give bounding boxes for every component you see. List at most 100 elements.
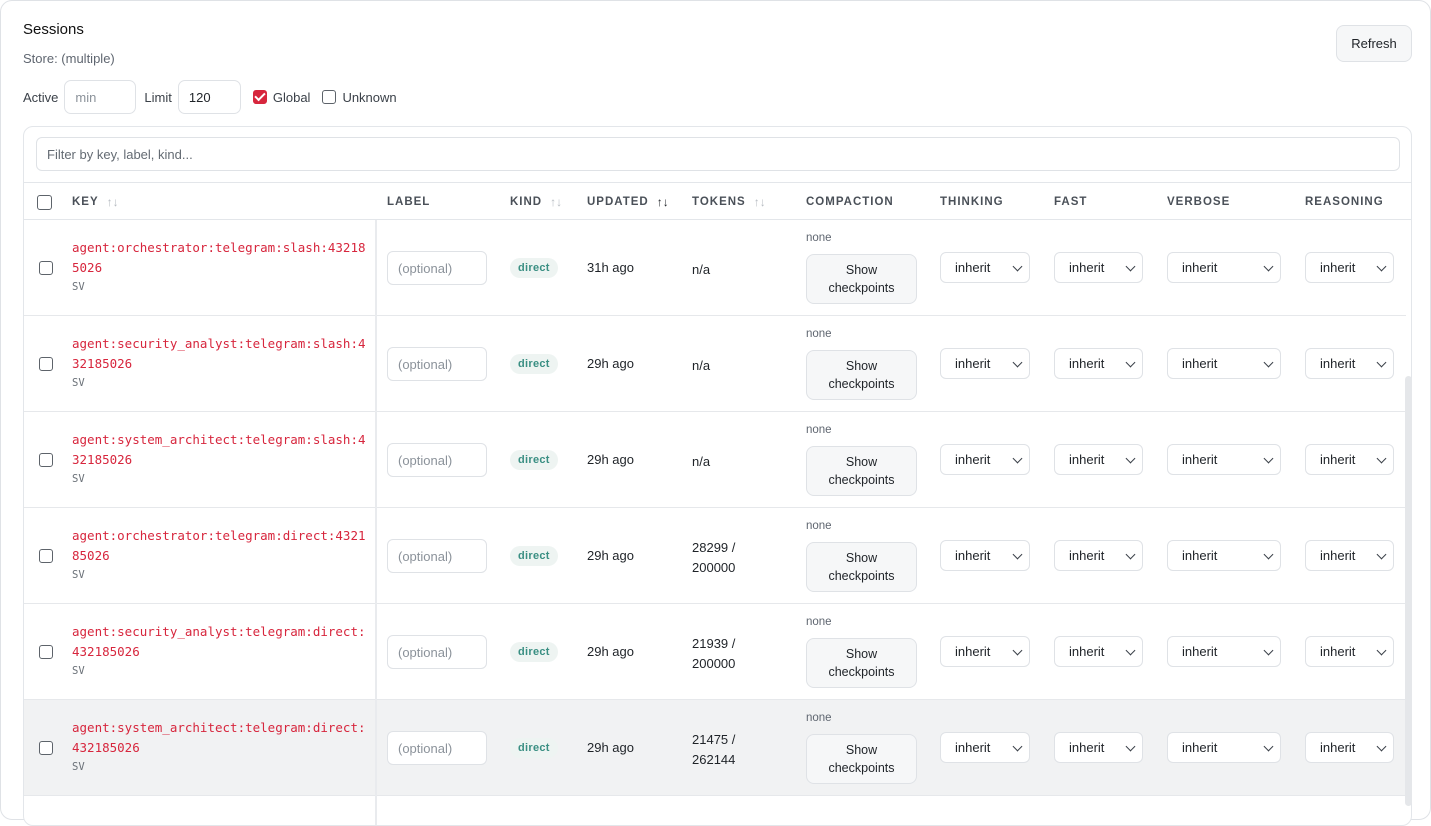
- verbose-select-value: inherit: [1182, 356, 1218, 371]
- label-input[interactable]: [387, 251, 487, 285]
- show-checkpoints-button[interactable]: Show checkpoints: [806, 350, 917, 400]
- reasoning-select[interactable]: inherit: [1305, 636, 1394, 667]
- fast-select[interactable]: inherit: [1054, 348, 1143, 379]
- session-key[interactable]: agent:security_analyst:telegram:slash:43…: [72, 336, 366, 371]
- tokens-value: n/a: [692, 262, 711, 277]
- reasoning-select[interactable]: inherit: [1305, 252, 1394, 283]
- reasoning-select[interactable]: inherit: [1305, 732, 1394, 763]
- thinking-select-value: inherit: [955, 548, 991, 563]
- session-key[interactable]: agent:system_architect:telegram:direct:4…: [72, 720, 366, 755]
- table-row[interactable]: agent:orchestrator:telegram:direct:43218…: [24, 508, 1406, 604]
- reasoning-select-value: inherit: [1320, 356, 1356, 371]
- reasoning-select[interactable]: inherit: [1305, 348, 1394, 379]
- fast-select[interactable]: inherit: [1054, 732, 1143, 763]
- label-input[interactable]: [387, 635, 487, 669]
- label-input[interactable]: [387, 539, 487, 573]
- session-key-sub: SV: [72, 665, 85, 677]
- fast-select[interactable]: inherit: [1054, 444, 1143, 475]
- reasoning-select-value: inherit: [1320, 260, 1356, 275]
- show-checkpoints-button[interactable]: Show checkpoints: [806, 542, 917, 592]
- column-key[interactable]: KEY ↑↓: [72, 183, 119, 221]
- thinking-select-value: inherit: [955, 452, 991, 467]
- verbose-select[interactable]: inherit: [1167, 252, 1281, 283]
- search-input[interactable]: [36, 137, 1400, 171]
- tokens-value: n/a: [692, 454, 711, 469]
- table-row[interactable]: agent:security_analyst:telegram:slash:43…: [24, 316, 1406, 412]
- table-row[interactable]: agent:system_architect:telegram:direct:4…: [24, 700, 1406, 796]
- show-checkpoints-button[interactable]: Show checkpoints: [806, 638, 917, 688]
- show-checkpoints-button[interactable]: Show checkpoints: [806, 734, 917, 784]
- thinking-select[interactable]: inherit: [940, 348, 1030, 379]
- chevron-down-icon: [1263, 453, 1274, 464]
- kind-badge: direct: [510, 546, 558, 566]
- session-key[interactable]: agent:security_analyst:telegram:direct:4…: [72, 624, 366, 659]
- active-input[interactable]: [64, 80, 137, 114]
- reasoning-select[interactable]: inherit: [1305, 444, 1394, 475]
- fast-select-value: inherit: [1069, 644, 1105, 659]
- row-checkbox[interactable]: [39, 741, 53, 755]
- limit-input[interactable]: [177, 80, 241, 114]
- thinking-select[interactable]: inherit: [940, 252, 1030, 283]
- verbose-select[interactable]: inherit: [1167, 732, 1281, 763]
- row-checkbox[interactable]: [39, 549, 53, 563]
- refresh-button[interactable]: Refresh: [1336, 25, 1412, 62]
- session-key[interactable]: agent:system_architect:telegram:slash:43…: [72, 432, 366, 467]
- table-header: KEY ↑↓ LABEL KIND ↑↓ UPDATED ↑↓ TOKENS ↑…: [24, 182, 1411, 221]
- chevron-down-icon: [1376, 741, 1387, 752]
- sort-icon[interactable]: ↑↓: [550, 195, 563, 209]
- compaction-status: none: [806, 424, 832, 436]
- row-checkbox[interactable]: [39, 645, 53, 659]
- table-row[interactable]: agent:orchestrator:telegram:slash:432185…: [24, 220, 1406, 316]
- unknown-checkbox[interactable]: [322, 90, 337, 104]
- column-verbose-label: VERBOSE: [1167, 196, 1231, 208]
- reasoning-select-value: inherit: [1320, 548, 1356, 563]
- table-row[interactable]: agent:security_analyst:telegram:direct:4…: [24, 604, 1406, 700]
- session-key[interactable]: agent:orchestrator:telegram:slash:432185…: [72, 240, 366, 275]
- row-checkbox[interactable]: [39, 261, 53, 275]
- column-updated-label: UPDATED: [587, 196, 649, 208]
- label-input[interactable]: [387, 443, 487, 477]
- select-all-checkbox[interactable]: [37, 195, 52, 210]
- column-verbose: VERBOSE: [1167, 183, 1230, 221]
- thinking-select[interactable]: inherit: [940, 444, 1030, 475]
- sort-icon[interactable]: ↑↓: [106, 195, 119, 209]
- row-checkbox[interactable]: [39, 357, 53, 371]
- column-updated[interactable]: UPDATED ↑↓: [587, 183, 669, 221]
- session-key[interactable]: agent:orchestrator:telegram:direct:43218…: [72, 528, 366, 563]
- show-checkpoints-button[interactable]: Show checkpoints: [806, 446, 917, 496]
- show-checkpoints-button[interactable]: Show checkpoints: [806, 254, 917, 304]
- fast-select-value: inherit: [1069, 548, 1105, 563]
- label-input[interactable]: [387, 731, 487, 765]
- row-checkbox[interactable]: [39, 453, 53, 467]
- table-row[interactable]: agent:system_architect:telegram:slash:43…: [24, 412, 1406, 508]
- thinking-select[interactable]: inherit: [940, 636, 1030, 667]
- sort-icon[interactable]: ↑↓: [753, 195, 766, 209]
- verbose-select[interactable]: inherit: [1167, 636, 1281, 667]
- label-input[interactable]: [387, 347, 487, 381]
- thinking-select[interactable]: inherit: [940, 540, 1030, 571]
- chevron-down-icon: [1012, 741, 1023, 752]
- reasoning-select[interactable]: inherit: [1305, 540, 1394, 571]
- vertical-scrollbar[interactable]: [1405, 376, 1412, 806]
- chevron-down-icon: [1125, 741, 1136, 752]
- chevron-down-icon: [1125, 645, 1136, 656]
- active-label: Active: [23, 89, 59, 105]
- verbose-select[interactable]: inherit: [1167, 348, 1281, 379]
- compaction-status: none: [806, 616, 832, 628]
- verbose-select[interactable]: inherit: [1167, 444, 1281, 475]
- reasoning-select-value: inherit: [1320, 644, 1356, 659]
- kind-badge: direct: [510, 258, 558, 278]
- thinking-select[interactable]: inherit: [940, 732, 1030, 763]
- fast-select[interactable]: inherit: [1054, 636, 1143, 667]
- chevron-down-icon: [1012, 453, 1023, 464]
- fast-select[interactable]: inherit: [1054, 540, 1143, 571]
- global-checkbox[interactable]: [252, 90, 267, 104]
- verbose-select[interactable]: inherit: [1167, 540, 1281, 571]
- thinking-select-value: inherit: [955, 260, 991, 275]
- column-tokens[interactable]: TOKENS ↑↓: [692, 183, 766, 221]
- fast-select[interactable]: inherit: [1054, 252, 1143, 283]
- column-key-label: KEY: [72, 196, 99, 208]
- sort-active-icon[interactable]: ↑↓: [656, 195, 669, 209]
- column-kind[interactable]: KIND ↑↓: [510, 183, 562, 221]
- session-key-sub: SV: [72, 281, 85, 293]
